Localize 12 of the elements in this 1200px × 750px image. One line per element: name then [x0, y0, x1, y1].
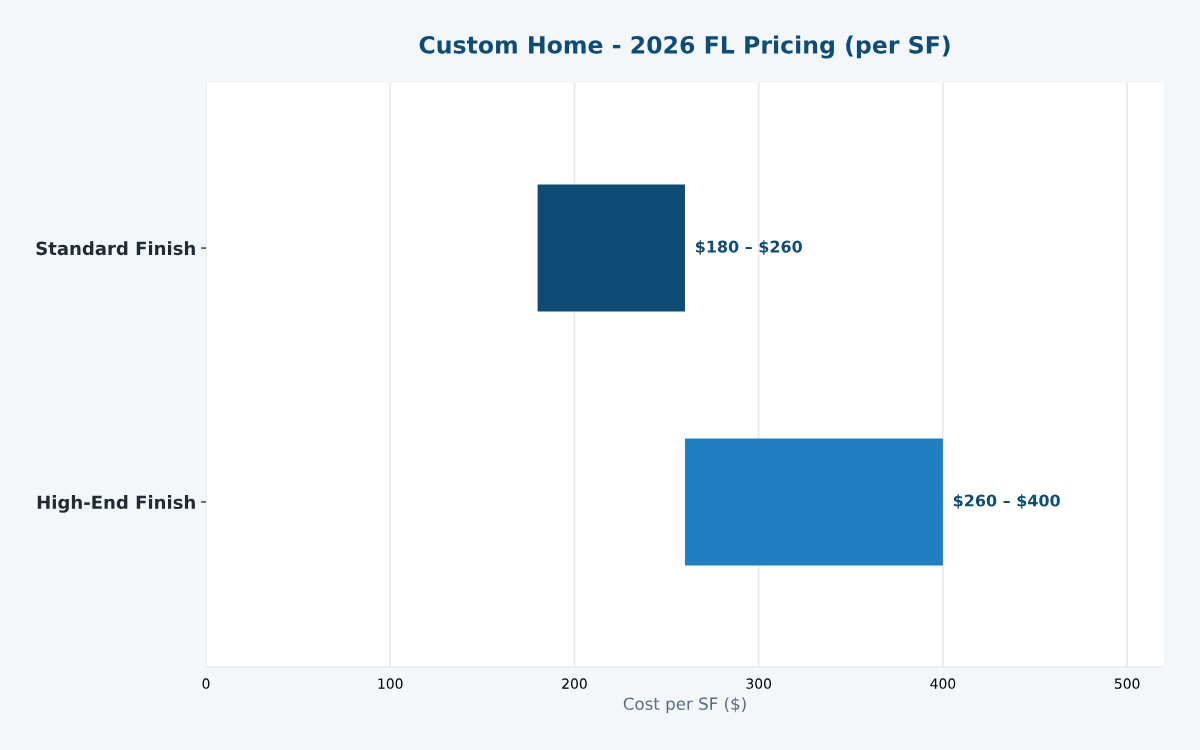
x-tick-label: 500 — [1114, 678, 1140, 689]
y-tick-label: High-End Finish — [37, 495, 195, 513]
x-axis-title: Cost per SF ($) — [623, 697, 746, 714]
annotation: $180 – $260 — [695, 240, 802, 255]
x-tick-label: 400 — [930, 678, 956, 689]
y-tick-label: Standard Finish — [36, 241, 195, 256]
annotation: $260 – $400 — [953, 494, 1060, 509]
x-tick-label: 200 — [562, 678, 587, 689]
x-tick-label: 300 — [746, 678, 772, 689]
x-tick-label: 100 — [378, 678, 403, 689]
x-tick-label: 0 — [202, 678, 210, 689]
chart-title: Custom Home - 2026 FL Pricing (per SF) — [419, 35, 950, 59]
